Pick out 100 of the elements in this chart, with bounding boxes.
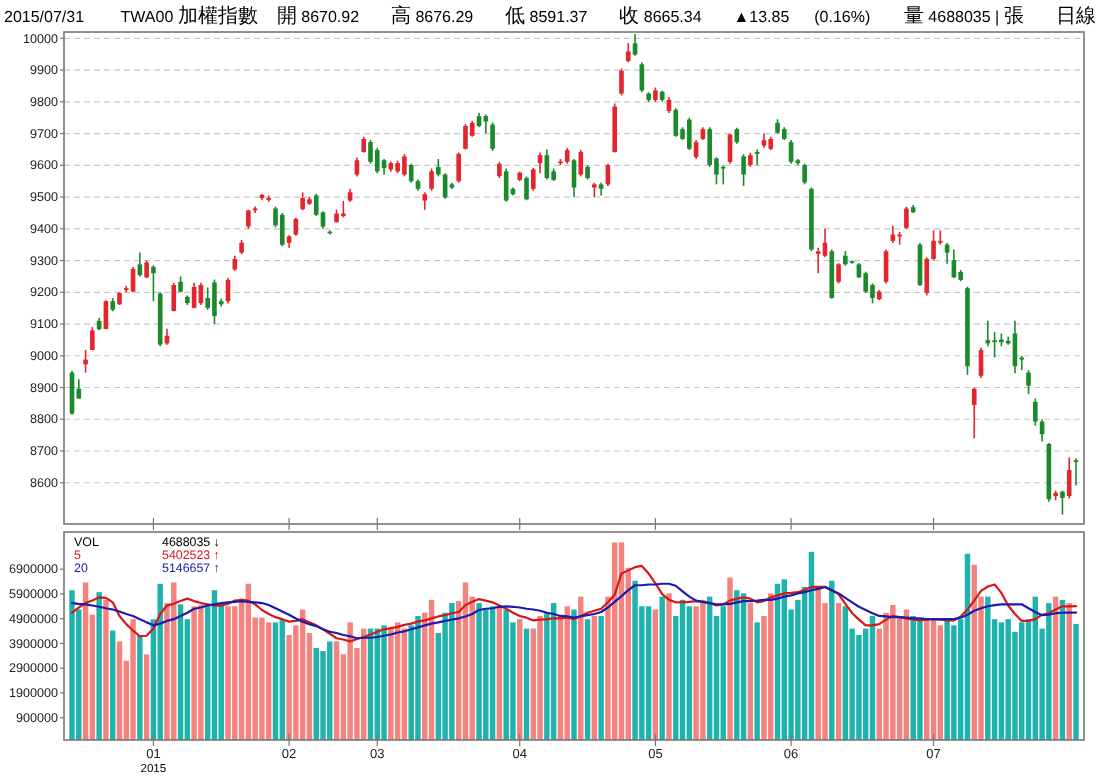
bar [883, 612, 889, 740]
chart-title: TWA00 加權指數 [120, 4, 258, 28]
bar [747, 603, 754, 740]
bar [686, 606, 693, 740]
bar [272, 622, 279, 740]
candlestick [212, 278, 217, 325]
candlestick [863, 270, 869, 294]
candlestick [368, 139, 373, 165]
bar [211, 590, 218, 740]
text: 開 8670.92 [276, 6, 361, 28]
candlestick [815, 247, 821, 275]
bar [1046, 603, 1052, 740]
candlestick [619, 67, 624, 97]
candlestick [266, 194, 272, 203]
candlestick [1066, 456, 1072, 500]
bar [706, 596, 713, 740]
bar [842, 606, 849, 740]
bar [191, 606, 197, 740]
bar [388, 628, 394, 740]
candlestick [625, 42, 631, 63]
bar [266, 622, 272, 740]
candlestick [1073, 457, 1079, 487]
bar [924, 619, 930, 740]
candlestick [151, 264, 156, 302]
candlestick [612, 102, 618, 154]
candlestick [171, 281, 177, 313]
candlestick [374, 147, 380, 175]
bar [489, 606, 496, 740]
bar [116, 641, 123, 740]
bar [198, 605, 204, 740]
candlestick [354, 156, 360, 178]
bar [313, 647, 319, 740]
bar [259, 617, 265, 740]
bar [69, 590, 75, 740]
candlestick [578, 149, 584, 178]
bar [815, 586, 821, 740]
candlestick [1060, 489, 1065, 516]
bar [381, 625, 387, 740]
candlestick [205, 286, 210, 311]
bar [591, 615, 598, 740]
candlestick [673, 107, 679, 138]
candlestick [836, 262, 841, 285]
bar [835, 603, 842, 740]
text: ▲13.85 [733, 8, 791, 26]
bar [571, 609, 577, 740]
candlestick [687, 116, 692, 151]
bar [517, 619, 523, 740]
candlestick [1026, 369, 1031, 395]
bar [347, 622, 353, 740]
candlestick [429, 167, 434, 192]
text: 低 8591.37 [505, 6, 589, 28]
bar [930, 619, 937, 740]
bar [279, 619, 286, 740]
bar [937, 625, 944, 740]
candlestick [456, 151, 461, 184]
text: 高 8676.29 [390, 4, 475, 28]
bar [944, 619, 950, 740]
candlestick [802, 162, 807, 186]
bar [693, 606, 699, 740]
bar [1005, 619, 1011, 740]
bar [496, 606, 503, 740]
bar [645, 606, 652, 740]
bar [754, 622, 760, 740]
candlestick [741, 153, 746, 187]
bar [476, 603, 482, 740]
bar [143, 654, 150, 740]
candlestick [992, 331, 997, 359]
bar [856, 635, 862, 740]
candlestick [490, 121, 495, 152]
bar [225, 606, 231, 740]
bar [659, 596, 665, 740]
candlestick [720, 164, 726, 186]
bar [679, 599, 686, 740]
bar [333, 641, 340, 740]
bar [598, 615, 604, 740]
bar [890, 605, 896, 740]
bar [449, 603, 455, 740]
chart-subtitle: 2015/07/31 [4, 8, 86, 26]
candlestick [524, 175, 529, 202]
text: 收 8665.34 [619, 6, 703, 28]
bar [232, 606, 238, 740]
candlestick [279, 212, 285, 248]
candlestick [707, 126, 712, 168]
bar [720, 606, 726, 740]
candlestick [971, 386, 977, 440]
bar [700, 599, 706, 740]
bar [998, 622, 1005, 740]
bar [951, 625, 957, 740]
line-series [70, 564, 1078, 643]
candlestick [300, 191, 305, 212]
bar [917, 619, 923, 740]
text: 量 4688035 | 張 [903, 6, 1024, 28]
bar [415, 615, 421, 740]
bar [523, 628, 530, 740]
candlestick [632, 33, 638, 57]
bar [327, 641, 333, 740]
bar [1073, 623, 1079, 740]
candlestick [904, 205, 909, 230]
bar [869, 615, 876, 740]
bar [157, 583, 163, 740]
